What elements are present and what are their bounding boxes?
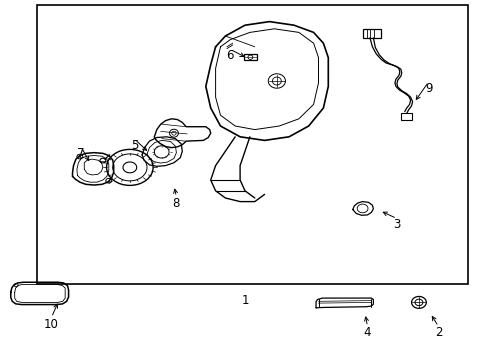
- Text: 8: 8: [172, 197, 180, 210]
- Text: 2: 2: [435, 327, 442, 339]
- Text: 4: 4: [364, 327, 371, 339]
- Bar: [401, 113, 412, 120]
- Text: 7: 7: [77, 147, 85, 159]
- Text: 9: 9: [425, 82, 433, 95]
- Text: 5: 5: [131, 139, 139, 152]
- Bar: [244, 54, 257, 60]
- Bar: [37, 5, 468, 284]
- Bar: [363, 29, 381, 38]
- Text: 10: 10: [44, 318, 59, 330]
- Text: 6: 6: [226, 49, 234, 62]
- Text: 1: 1: [241, 294, 249, 307]
- Text: 3: 3: [393, 219, 401, 231]
